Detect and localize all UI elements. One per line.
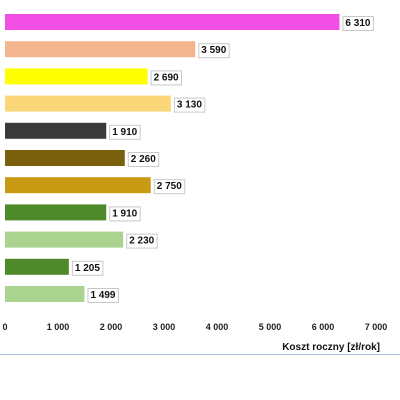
data-label-3: 2 690 (150, 70, 183, 86)
data-label-8: 1 910 (109, 206, 141, 222)
data-label-1: 6 310 (342, 16, 374, 31)
data-label-11: 1 499 (87, 288, 119, 303)
bar-9 (5, 231, 124, 248)
data-label-5: 1 910 (109, 124, 141, 140)
data-labels-layer: 6 310 3 590 2 690 3 130 1 910 2 260 2 750 1 910… (71, 16, 374, 303)
svg-text:2 230: 2 230 (129, 236, 154, 247)
svg-text:1 910: 1 910 (112, 127, 137, 138)
x-tick-label-2: 1 000 (47, 322, 70, 332)
bar-8 (5, 204, 107, 221)
svg-text:2 260: 2 260 (131, 154, 156, 165)
bar-11 (5, 286, 85, 302)
bar-4 (5, 95, 171, 112)
bar-5 (5, 122, 107, 139)
data-label-4: 3 130 (173, 97, 206, 113)
svg-text:2 750: 2 750 (157, 181, 182, 192)
data-label-6: 2 260 (127, 152, 160, 167)
bar-3 (5, 68, 148, 85)
svg-text:6 310: 6 310 (345, 18, 370, 29)
bar-7 (5, 177, 151, 194)
x-tick-label-1: 0 (2, 322, 7, 332)
svg-text:3 130: 3 130 (177, 100, 202, 111)
bar-2 (5, 41, 196, 58)
data-label-2: 3 590 (198, 43, 230, 59)
svg-text:1 205: 1 205 (75, 263, 100, 274)
x-tick-label-8: 7 000 (365, 322, 388, 332)
x-tick-label-3: 2 000 (100, 322, 123, 332)
x-axis-label: Koszt roczny [zł/rok] (282, 342, 380, 353)
svg-text:1 499: 1 499 (90, 290, 115, 301)
x-tick-labels: 0 1 000 2 000 3 000 4 000 5 000 6 000 7 000 (2, 322, 387, 332)
data-label-10: 1 205 (71, 260, 104, 276)
svg-text:2 690: 2 690 (154, 72, 179, 83)
data-label-7: 2 750 (153, 179, 186, 195)
x-tick-label-4: 3 000 (153, 322, 176, 332)
svg-text:3 590: 3 590 (201, 45, 226, 56)
bars-layer (5, 14, 340, 302)
data-label-9: 2 230 (126, 233, 158, 249)
x-tick-label-5: 4 000 (206, 322, 229, 332)
bar-6 (5, 150, 125, 166)
svg-text:1 910: 1 910 (112, 208, 137, 219)
x-tick-label-7: 6 000 (312, 322, 335, 332)
bar-10 (5, 258, 69, 275)
x-tick-label-6: 5 000 (259, 322, 282, 332)
bar-1 (5, 14, 340, 30)
